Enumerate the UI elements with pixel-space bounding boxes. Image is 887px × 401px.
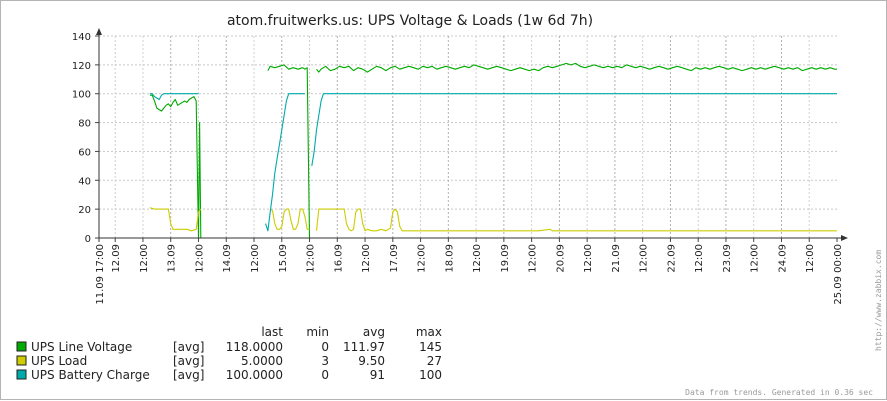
y-tick-label: 40 xyxy=(78,176,91,187)
x-tick-label: 16.09 xyxy=(333,244,344,273)
legend-min-value: 3 xyxy=(321,354,329,368)
x-tick-label: 12:00 xyxy=(139,244,150,273)
legend-max-value: 27 xyxy=(427,354,442,368)
legend-swatch-ups-line-voltage xyxy=(16,341,27,352)
x-tick-label: 12:00 xyxy=(639,244,650,273)
legend-min-value: 0 xyxy=(321,340,329,354)
plot-area xyxy=(99,36,837,238)
series-lines xyxy=(149,62,837,239)
x-tick-label: 12:00 xyxy=(472,244,483,273)
legend-min-value: 0 xyxy=(321,368,329,382)
legend-header-last: last xyxy=(261,325,283,339)
x-tick-label: 17.09 xyxy=(389,244,400,273)
y-tick-label: 80 xyxy=(78,119,91,130)
x-tick-label: 13.09 xyxy=(167,244,178,273)
legend-name: UPS Battery Charge xyxy=(31,368,150,382)
x-tick-label: 12:00 xyxy=(750,244,761,273)
x-tick-label: 12:00 xyxy=(306,244,317,273)
legend-name: UPS Line Voltage xyxy=(31,340,132,354)
series-ups-load-line xyxy=(315,208,837,232)
series-ups-line-voltage-line xyxy=(149,94,202,239)
x-tick-label: 12:00 xyxy=(528,244,539,273)
legend-header-max: max xyxy=(416,325,442,339)
x-tick-label: 24.09 xyxy=(777,244,788,273)
legend-last-value: 5.0000 xyxy=(241,354,283,368)
x-tick-label: 15.09 xyxy=(278,244,289,273)
x-tick-label: 12.09 xyxy=(111,244,122,273)
x-tick-label: 23.09 xyxy=(722,244,733,273)
footer-note: Data from trends. Generated in 0.36 sec xyxy=(685,388,873,397)
y-tick-label: 100 xyxy=(72,90,91,101)
legend-func: [avg] xyxy=(173,354,204,368)
y-axis-arrow xyxy=(96,28,102,35)
chart-title: atom.fruitwerks.us: UPS Voltage & Loads … xyxy=(227,13,593,29)
series-ups-load-line xyxy=(269,208,310,230)
x-tick-label: 11.09 17:00 xyxy=(95,244,106,305)
series-ups-battery-charge-line xyxy=(311,93,837,166)
x-tick-label: 19.09 xyxy=(500,244,511,273)
series-ups-line-voltage-line xyxy=(316,62,837,73)
x-tick-label: 12:00 xyxy=(417,244,428,273)
x-tick-label: 12:00 xyxy=(583,244,594,273)
x-tick-label: 12:00 xyxy=(805,244,816,273)
y-tick-label: 140 xyxy=(72,32,91,43)
legend-header-min: min xyxy=(306,325,329,339)
x-tick-label: 21.09 xyxy=(611,244,622,273)
y-tick-label: 120 xyxy=(72,61,91,72)
series-ups-battery-charge-line xyxy=(265,93,305,232)
legend-header-avg: avg xyxy=(363,325,385,339)
legend-avg-value: 9.50 xyxy=(358,354,385,368)
y-tick-label: 0 xyxy=(85,234,91,245)
series-ups-line-voltage-line xyxy=(267,64,311,239)
zabbix-watermark: http://www.zabbix.com xyxy=(874,250,883,351)
legend-last-value: 100.0000 xyxy=(226,368,283,382)
y-tick-labels: 0 20 40 60 80 100 120 140 xyxy=(72,32,91,245)
x-tick-label: 12:00 xyxy=(361,244,372,273)
legend-avg-value: 111.97 xyxy=(343,340,385,354)
series-ups-load-line xyxy=(149,207,202,232)
legend-swatch-ups-battery-charge xyxy=(16,369,27,380)
legend-swatch-ups-load xyxy=(16,355,27,366)
x-tick-label: 12:00 xyxy=(694,244,705,273)
axes xyxy=(95,28,848,242)
x-axis-arrow xyxy=(841,235,848,241)
series-ups-battery-charge-line xyxy=(149,93,199,101)
legend-avg-value: 91 xyxy=(370,368,385,382)
x-tick-label: 12:00 xyxy=(250,244,261,273)
x-tick-label: 20.09 xyxy=(555,244,566,273)
legend-func: [avg] xyxy=(173,368,204,382)
x-tick-label: 18.09 xyxy=(444,244,455,273)
x-tick-label: 25.09 00:00 xyxy=(833,244,844,305)
y-tick-label: 20 xyxy=(78,205,91,216)
legend-max-value: 145 xyxy=(419,340,442,354)
legend: last min avg max UPS Line Voltage [avg] 118.00… xyxy=(16,325,442,382)
legend-name: UPS Load xyxy=(31,354,87,368)
x-tick-label: 22.09 xyxy=(666,244,677,273)
legend-func: [avg] xyxy=(173,340,204,354)
legend-last-value: 118.0000 xyxy=(226,340,283,354)
y-tick-label: 60 xyxy=(78,147,91,158)
legend-max-value: 100 xyxy=(419,368,442,382)
x-tick-labels: 11.09 17:00 12.09 12:00 13.09 12:00 14.09 12:0… xyxy=(95,244,844,305)
x-tick-label: 12:00 xyxy=(194,244,205,273)
x-tick-label: 14.09 xyxy=(222,244,233,273)
